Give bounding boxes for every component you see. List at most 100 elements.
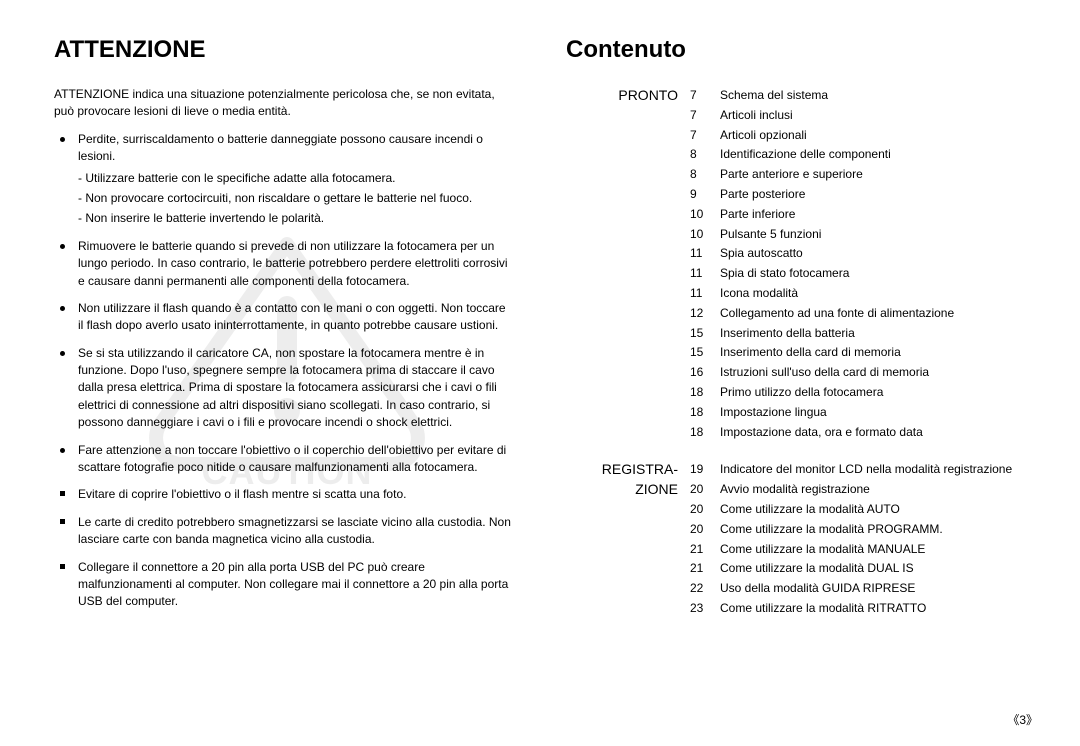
toc-entry-title: Identificazione delle componenti (714, 145, 1026, 165)
toc-entry-title: Articoli inclusi (714, 106, 1026, 126)
toc-entry-title: Schema del sistema (714, 86, 1026, 106)
toc-row: 11Spia di stato fotocamera (684, 264, 1026, 284)
toc-page-number: 8 (684, 165, 714, 185)
toc-section: REGISTRA-ZIONE19Indicatore del monitor L… (566, 460, 1026, 618)
toc-entry-title: Come utilizzare la modalità PROGRAMM. (714, 520, 1026, 540)
toc-page-number: 10 (684, 205, 714, 225)
warning-item: Perdite, surriscaldamento o batterie dan… (70, 131, 514, 228)
warning-subitem: Non provocare cortocircuiti, non riscald… (78, 190, 514, 207)
warning-item: Rimuovere le batterie quando si prevede … (70, 238, 514, 290)
toc-row: 19Indicatore del monitor LCD nella modal… (684, 460, 1026, 480)
toc-entry-title: Icona modalità (714, 284, 1026, 304)
toc-page-number: 15 (684, 324, 714, 344)
toc-entry-title: Come utilizzare la modalità MANUALE (714, 540, 1026, 560)
toc-entry-title: Primo utilizzo della fotocamera (714, 383, 1026, 403)
toc-section-heading: REGISTRA-ZIONE (566, 460, 684, 618)
toc-section-heading: PRONTO (566, 86, 684, 442)
toc-list: 7Schema del sistema7Articoli inclusi7Art… (684, 86, 1026, 442)
toc-row: 7Articoli opzionali (684, 126, 1026, 146)
toc-page-number: 21 (684, 540, 714, 560)
warning-item: Fare attenzione a non toccare l'obiettiv… (70, 442, 514, 477)
toc-row: 7Articoli inclusi (684, 106, 1026, 126)
toc-page-number: 23 (684, 599, 714, 619)
toc-row: 9Parte posteriore (684, 185, 1026, 205)
toc-page-number: 12 (684, 304, 714, 324)
toc-entry-title: Come utilizzare la modalità DUAL IS (714, 559, 1026, 579)
toc-entry-title: Parte posteriore (714, 185, 1026, 205)
toc-entry-title: Articoli opzionali (714, 126, 1026, 146)
attenzione-intro: ATTENZIONE indica una situazione potenzi… (54, 86, 514, 121)
warning-subitem: Non inserire le batterie invertendo le p… (78, 210, 514, 227)
toc-entry-title: Uso della modalità GUIDA RIPRESE (714, 579, 1026, 599)
toc-row: 21Come utilizzare la modalità MANUALE (684, 540, 1026, 560)
toc-entry-title: Parte anteriore e superiore (714, 165, 1026, 185)
toc-row: 11Spia autoscatto (684, 244, 1026, 264)
toc-entry-title: Spia di stato fotocamera (714, 264, 1026, 284)
toc-page-number: 20 (684, 500, 714, 520)
toc-row: 22Uso della modalità GUIDA RIPRESE (684, 579, 1026, 599)
toc-entry-title: Pulsante 5 funzioni (714, 225, 1026, 245)
toc-list: 19Indicatore del monitor LCD nella modal… (684, 460, 1026, 618)
toc-entry-title: Inserimento della batteria (714, 324, 1026, 344)
attenzione-heading: ATTENZIONE (54, 36, 514, 64)
toc-page-number: 18 (684, 423, 714, 443)
toc-page-number: 8 (684, 145, 714, 165)
toc-page-number: 7 (684, 126, 714, 146)
right-column: Contenuto PRONTO7Schema del sistema7Arti… (540, 36, 1046, 722)
warning-item: Se si sta utilizzando il caricatore CA, … (70, 345, 514, 432)
toc-page-number: 7 (684, 106, 714, 126)
manual-page: CAUTION ATTENZIONE ATTENZIONE indica una… (0, 0, 1080, 746)
table-of-contents: PRONTO7Schema del sistema7Articoli inclu… (566, 86, 1026, 619)
toc-page-number: 10 (684, 225, 714, 245)
toc-row: 18Impostazione lingua (684, 403, 1026, 423)
warning-sublist: Utilizzare batterie con le specifiche ad… (78, 170, 514, 228)
toc-row: 18Primo utilizzo della fotocamera (684, 383, 1026, 403)
toc-row: 8Parte anteriore e superiore (684, 165, 1026, 185)
warning-item: Non utilizzare il flash quando è a conta… (70, 300, 514, 335)
toc-page-number: 19 (684, 460, 714, 480)
toc-row: 15Inserimento della card di memoria (684, 343, 1026, 363)
toc-row: 7Schema del sistema (684, 86, 1026, 106)
page-number: 《3》 (1007, 711, 1038, 728)
toc-page-number: 15 (684, 343, 714, 363)
toc-entry-title: Indicatore del monitor LCD nella modalit… (714, 460, 1026, 480)
toc-page-number: 7 (684, 86, 714, 106)
toc-row: 20Come utilizzare la modalità AUTO (684, 500, 1026, 520)
toc-row: 20Come utilizzare la modalità PROGRAMM. (684, 520, 1026, 540)
toc-entry-title: Collegamento ad una fonte di alimentazio… (714, 304, 1026, 324)
toc-page-number: 11 (684, 284, 714, 304)
toc-row: 12Collegamento ad una fonte di alimentaz… (684, 304, 1026, 324)
toc-entry-title: Avvio modalità registrazione (714, 480, 1026, 500)
toc-entry-title: Parte inferiore (714, 205, 1026, 225)
toc-entry-title: Impostazione data, ora e formato data (714, 423, 1026, 443)
toc-page-number: 18 (684, 403, 714, 423)
warning-list-top: Perdite, surriscaldamento o batterie dan… (54, 131, 514, 477)
toc-page-number: 20 (684, 480, 714, 500)
toc-page-number: 9 (684, 185, 714, 205)
toc-row: 10Pulsante 5 funzioni (684, 225, 1026, 245)
toc-page-number: 20 (684, 520, 714, 540)
warning-subitem: Utilizzare batterie con le specifiche ad… (78, 170, 514, 187)
warning-item: Le carte di credito potrebbero smagnetiz… (70, 514, 514, 549)
toc-entry-title: Come utilizzare la modalità AUTO (714, 500, 1026, 520)
toc-entry-title: Spia autoscatto (714, 244, 1026, 264)
toc-page-number: 22 (684, 579, 714, 599)
toc-row: 10Parte inferiore (684, 205, 1026, 225)
toc-section: PRONTO7Schema del sistema7Articoli inclu… (566, 86, 1026, 442)
toc-row: 18Impostazione data, ora e formato data (684, 423, 1026, 443)
toc-row: 11Icona modalità (684, 284, 1026, 304)
toc-page-number: 21 (684, 559, 714, 579)
toc-row: 20Avvio modalità registrazione (684, 480, 1026, 500)
toc-row: 23Come utilizzare la modalità RITRATTO (684, 599, 1026, 619)
toc-page-number: 11 (684, 244, 714, 264)
toc-row: 8Identificazione delle componenti (684, 145, 1026, 165)
left-column: CAUTION ATTENZIONE ATTENZIONE indica una… (34, 36, 540, 722)
toc-page-number: 18 (684, 383, 714, 403)
toc-entry-title: Inserimento della card di memoria (714, 343, 1026, 363)
toc-row: 15Inserimento della batteria (684, 324, 1026, 344)
warning-item: Collegare il connettore a 20 pin alla po… (70, 559, 514, 611)
contenuto-heading: Contenuto (566, 36, 1026, 64)
toc-page-number: 16 (684, 363, 714, 383)
toc-entry-title: Come utilizzare la modalità RITRATTO (714, 599, 1026, 619)
toc-entry-title: Impostazione lingua (714, 403, 1026, 423)
